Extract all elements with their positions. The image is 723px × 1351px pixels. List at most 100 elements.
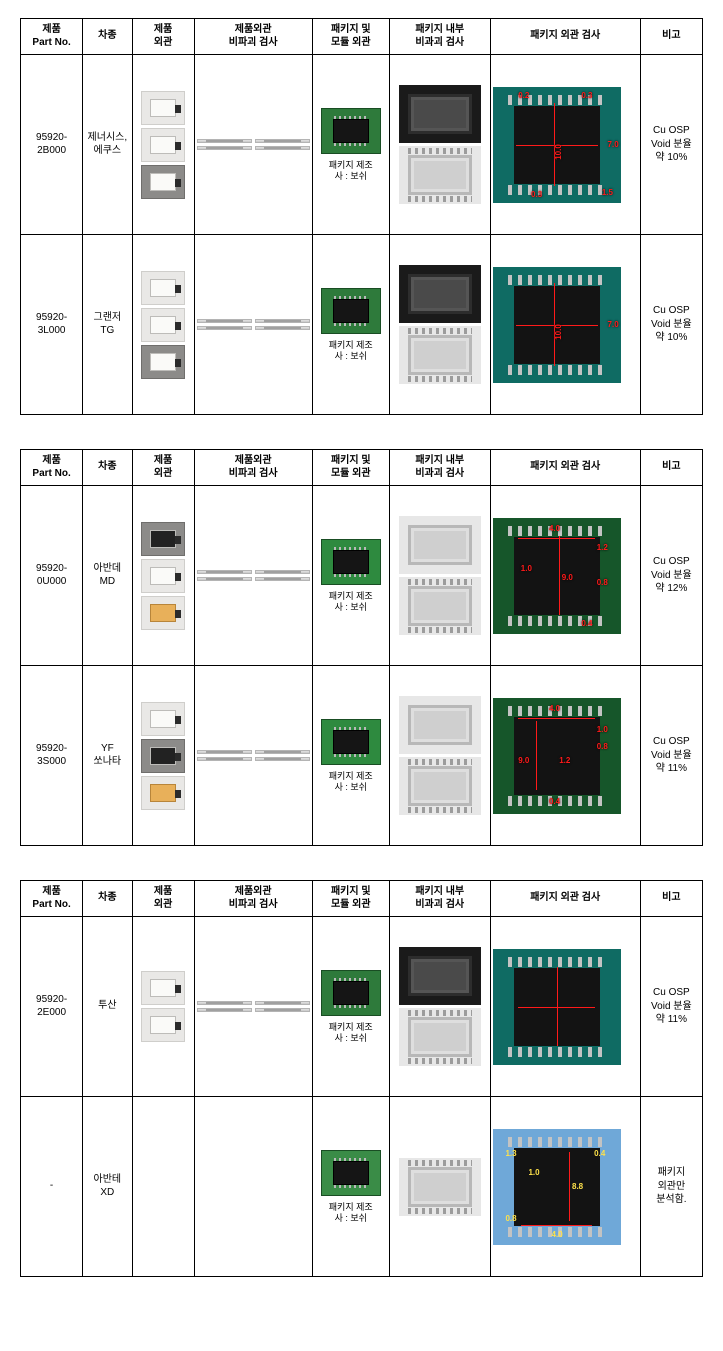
cell-note: Cu OSPVoid 분율약 11% xyxy=(640,917,702,1097)
th-ndt: 제품외관비파괴 검사 xyxy=(194,881,312,917)
table-row: - 아반테XD 패키지 제조사 : 보쉬 1.30.41.08.80.84 xyxy=(21,1097,703,1277)
measurement-line xyxy=(518,538,595,539)
cell-car: 아반데MD xyxy=(83,486,132,666)
table-row: 95920-3S000 YF쏘나타 xyxy=(21,666,703,846)
xray-thumb xyxy=(197,1008,252,1012)
table-row: 95920-2B000 제너시스,에쿠스 xyxy=(21,55,703,235)
pcb-caption: 패키지 제조사 : 보쉬 xyxy=(329,591,373,613)
xray-thumb xyxy=(197,319,252,323)
th-note: 비고 xyxy=(640,19,702,55)
spec-table-2: 제품Part No. 차종 제품외관 제품외관비파괴 검사 패키지 및모듈 외관… xyxy=(20,449,703,846)
annotated-package: 1.30.41.08.80.84.0 xyxy=(493,1129,621,1245)
measurement-label: 1.0 xyxy=(597,725,608,735)
xray-thumb xyxy=(197,750,252,754)
xray-thumb xyxy=(197,146,252,150)
measurement-label: 1.2 xyxy=(597,543,608,553)
measurement-label: 8.8 xyxy=(572,1182,583,1192)
cell-pkg-internal xyxy=(389,1097,490,1277)
cell-note: Cu OSPVoid 분율약 10% xyxy=(640,55,702,235)
sensor-photo xyxy=(141,345,185,379)
measurement-label: 0.3 xyxy=(581,91,592,101)
sensor-photo xyxy=(141,971,185,1005)
cell-pkg-module: 패키지 제조사 : 보쉬 xyxy=(312,917,389,1097)
cell-part: 95920-2B000 xyxy=(21,55,83,235)
cell-car: 아반테XD xyxy=(83,1097,132,1277)
table-row: 95920-0U000 아반데MD xyxy=(21,486,703,666)
sensor-photo xyxy=(141,271,185,305)
cell-pkg-external: 1.30.41.08.80.84.0 xyxy=(490,1097,640,1277)
th-car: 차종 xyxy=(83,881,132,917)
pcb-caption: 패키지 제조사 : 보쉬 xyxy=(329,160,373,182)
measurement-label: 0.8 xyxy=(505,1214,516,1224)
xray-thumb xyxy=(197,139,252,143)
pcb-caption: 패키지 제조사 : 보쉬 xyxy=(329,1022,373,1044)
die-xray xyxy=(399,577,481,635)
die-xray xyxy=(399,1158,481,1216)
th-pkg: 패키지 및모듈 외관 xyxy=(312,19,389,55)
spec-table-1: 제품Part No. 차종 제품외관 제품외관비파괴 검사 패키지 및모듈 외관… xyxy=(20,18,703,415)
cell-car: YF쏘나타 xyxy=(83,666,132,846)
cell-ndt xyxy=(194,486,312,666)
die-xray xyxy=(399,326,481,384)
pcb-caption: 패키지 제조사 : 보쉬 xyxy=(329,340,373,362)
pcb-caption: 패키지 제조사 : 보쉬 xyxy=(329,1202,373,1224)
sensor-photo xyxy=(141,559,185,593)
measurement-label: 0.4 xyxy=(549,797,560,807)
th-ext: 패키지 외관 검사 xyxy=(490,450,640,486)
cell-prod-exterior xyxy=(132,55,194,235)
cell-part: - xyxy=(21,1097,83,1277)
sensor-photo xyxy=(141,702,185,736)
xray-thumb xyxy=(255,750,310,754)
cell-pkg-internal xyxy=(389,55,490,235)
sensor-photo xyxy=(141,1008,185,1042)
cell-car: 제너시스,에쿠스 xyxy=(83,55,132,235)
cell-prod-exterior xyxy=(132,235,194,415)
measurement-line xyxy=(518,718,595,719)
th-ext: 패키지 외관 검사 xyxy=(490,19,640,55)
die-xray xyxy=(399,85,481,143)
pcb-thumb xyxy=(321,719,381,765)
pcb-thumb xyxy=(321,288,381,334)
die-xray xyxy=(399,265,481,323)
spec-table-3: 제품Part No. 차종 제품외관 제품외관비파괴 검사 패키지 및모듈 외관… xyxy=(20,880,703,1277)
sensor-photo xyxy=(141,91,185,125)
measurement-line xyxy=(559,536,560,615)
pcb-caption: 패키지 제조사 : 보쉬 xyxy=(329,771,373,793)
xray-thumb xyxy=(255,577,310,581)
th-prod: 제품외관 xyxy=(132,881,194,917)
sensor-photo xyxy=(141,596,185,630)
measurement-label: 1.0 xyxy=(521,564,532,574)
measurement-label: 0.4 xyxy=(581,619,592,629)
cell-prod-exterior xyxy=(132,486,194,666)
header-row: 제품Part No. 차종 제품외관 제품외관비파괴 검사 패키지 및모듈 외관… xyxy=(21,881,703,917)
cell-pkg-internal xyxy=(389,235,490,415)
xray-thumb xyxy=(255,1008,310,1012)
xray-thumb xyxy=(255,319,310,323)
cell-pkg-module: 패키지 제조사 : 보쉬 xyxy=(312,1097,389,1277)
cell-pkg-internal xyxy=(389,666,490,846)
cell-part: 95920-3S000 xyxy=(21,666,83,846)
table-row: 95920-3L000 그랜저TG xyxy=(21,235,703,415)
sensor-photo xyxy=(141,739,185,773)
th-note: 비고 xyxy=(640,450,702,486)
measurement-label: 4.0 xyxy=(552,1230,563,1240)
th-note: 비고 xyxy=(640,881,702,917)
measurement-label: 0.8 xyxy=(597,578,608,588)
cell-part: 95920-3L000 xyxy=(21,235,83,415)
cell-ndt xyxy=(194,1097,312,1277)
sensor-photo xyxy=(141,128,185,162)
measurement-label: 1.0 xyxy=(528,1168,539,1178)
xray-thumb xyxy=(197,326,252,330)
xray-thumb xyxy=(255,757,310,761)
header-row: 제품Part No. 차종 제품외관 제품외관비파괴 검사 패키지 및모듈 외관… xyxy=(21,19,703,55)
die-xray xyxy=(399,516,481,574)
page: 제품Part No. 차종 제품외관 제품외관비파괴 검사 패키지 및모듈 외관… xyxy=(0,0,723,1351)
measurement-label: 0.4 xyxy=(594,1149,605,1159)
annotated-package: 10.07.00.20.30.31.5 xyxy=(493,87,621,203)
measurement-line xyxy=(518,1007,595,1008)
measurement-label: 10.0 xyxy=(553,324,563,340)
annotated-package: 4.09.01.21.00.80.4 xyxy=(493,518,621,634)
cell-pkg-external: 10.07.0 xyxy=(490,235,640,415)
sensor-photo xyxy=(141,776,185,810)
measurement-label: 9.0 xyxy=(562,573,573,583)
